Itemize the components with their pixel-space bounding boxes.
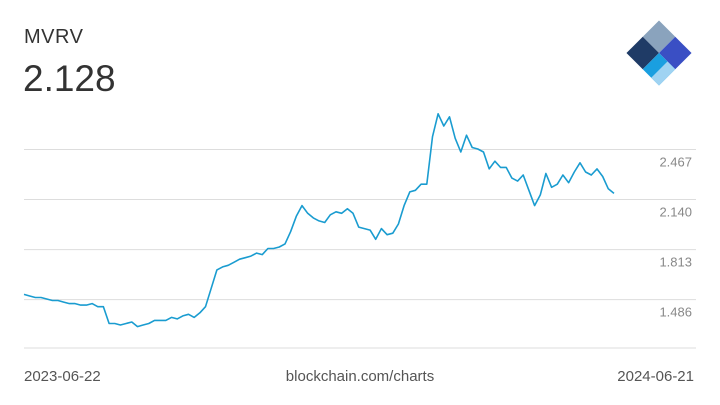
logo-tile-corner	[651, 61, 676, 86]
y-tick-label: 1.486	[659, 305, 692, 320]
y-tick-label: 1.813	[659, 255, 692, 270]
metric-title: MVRV	[24, 26, 84, 48]
mvrv-series-line	[23, 113, 615, 328]
end-date-label: 2024-06-21	[617, 368, 694, 385]
current-value: 2.128	[23, 58, 116, 99]
y-tick-label: 2.467	[659, 154, 692, 169]
start-date-label: 2023-06-22	[24, 368, 101, 385]
y-tick-label: 2.140	[659, 205, 692, 220]
logo-tile-top	[642, 20, 676, 53]
blockchain-logo-icon	[626, 20, 692, 86]
source-link[interactable]: blockchain.com/charts	[285, 368, 435, 385]
